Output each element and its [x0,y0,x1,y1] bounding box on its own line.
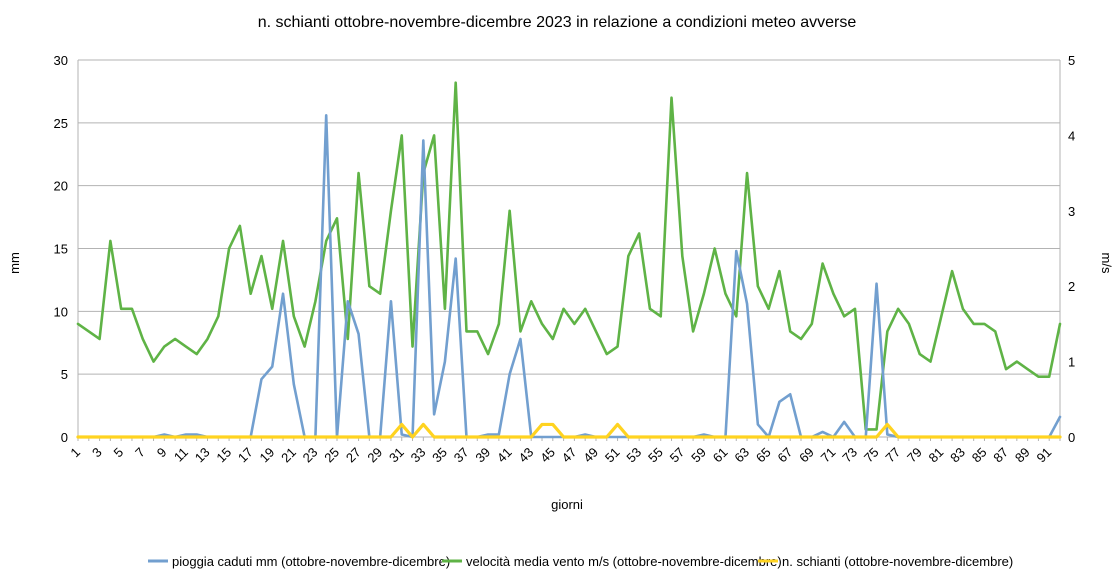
y-left-tick-label: 15 [54,242,68,257]
x-tick-label: 41 [494,445,515,466]
legend-label: n. schianti (ottobre-novembre-dicembre) [782,554,1013,569]
x-tick-label: 3 [89,445,105,461]
x-tick-label: 9 [154,445,170,461]
x-tick-label: 89 [1012,445,1033,466]
x-tick-label: 19 [257,445,278,466]
x-tick-label: 17 [235,445,256,466]
legend-label: velocità media vento m/s (ottobre-novemb… [466,554,782,569]
y-left-tick-label: 10 [54,304,68,319]
x-tick-label: 61 [710,445,731,466]
x-tick-label: 21 [278,445,299,466]
gridlines [78,59,1060,438]
legend: pioggia caduti mm (ottobre-novembre-dice… [148,554,1013,569]
x-axis-label: giorni [551,497,583,512]
x-tick-label: 25 [321,445,342,466]
x-tick-label: 15 [213,445,234,466]
x-tick-label: 35 [429,445,450,466]
x-tick-label: 87 [990,445,1011,466]
y-right-tick-label: 4 [1068,128,1075,143]
y-axis-left-label: mm [7,252,22,274]
series-lines [76,81,1062,439]
x-tick-label: 27 [343,445,364,466]
y-axis-right-label: m/s [1099,253,1114,274]
x-tick-label: 79 [904,445,925,466]
series-line-schianti [76,422,1062,439]
y-left-tick-label: 30 [54,53,68,68]
y-right-tick-label: 0 [1068,430,1075,445]
x-tick-label: 63 [731,445,752,466]
x-tick-label: 47 [559,445,580,466]
x-tick-label: 59 [688,445,709,466]
x-tick-label: 71 [818,445,839,466]
x-tick-label: 29 [364,445,385,466]
y-right-tick-label: 2 [1068,279,1075,294]
y-left-tick-label: 5 [61,367,68,382]
y-axis-left-ticks: 0 5 10 15 20 25 30 [54,53,68,445]
x-tick-label: 85 [969,445,990,466]
y-right-tick-label: 3 [1068,204,1075,219]
y-left-tick-label: 25 [54,116,68,131]
y-left-tick-label: 0 [61,430,68,445]
y-axis-right-ticks: 0 1 2 3 4 5 [1068,53,1075,445]
y-right-tick-label: 1 [1068,355,1075,370]
x-tick-label: 65 [753,445,774,466]
x-tick-label: 7 [132,445,148,461]
x-tick-label: 45 [537,445,558,466]
x-tick-label: 57 [667,445,688,466]
x-tick-label: 67 [775,445,796,466]
x-tick-label: 5 [111,445,127,461]
x-tick-label: 13 [192,445,213,466]
x-tick-label: 43 [516,445,537,466]
x-tick-label: 51 [602,445,623,466]
series-line-vento [76,81,1062,431]
axes [77,60,1061,441]
x-tick-label: 1 [67,445,83,461]
x-tick-label: 11 [171,445,191,465]
x-tick-label: 81 [926,445,947,466]
x-tick-label: 83 [947,445,968,466]
x-tick-label: 37 [451,445,472,466]
x-tick-label: 23 [300,445,321,466]
x-tick-label: 49 [580,445,601,466]
x-tick-label: 69 [796,445,817,466]
x-tick-label: 75 [861,445,882,466]
x-tick-label: 31 [386,445,407,466]
y-left-tick-label: 20 [54,179,68,194]
x-tick-label: 91 [1033,445,1054,466]
x-tick-label: 39 [472,445,493,466]
chart-title: n. schianti ottobre-novembre-dicembre 20… [258,14,857,31]
x-tick-label: 53 [623,445,644,466]
legend-label: pioggia caduti mm (ottobre-novembre-dice… [172,554,450,569]
x-axis-ticks: 1 3 5 7 9 11 13 15 17 19 21 23 25 27 29 31 33 35 37 39 41 43 4… [67,445,1054,466]
x-tick-label: 55 [645,445,666,466]
x-tick-label: 77 [882,445,903,466]
y-right-tick-label: 5 [1068,53,1075,68]
x-tick-label: 73 [839,445,860,466]
x-tick-label: 33 [408,445,429,466]
